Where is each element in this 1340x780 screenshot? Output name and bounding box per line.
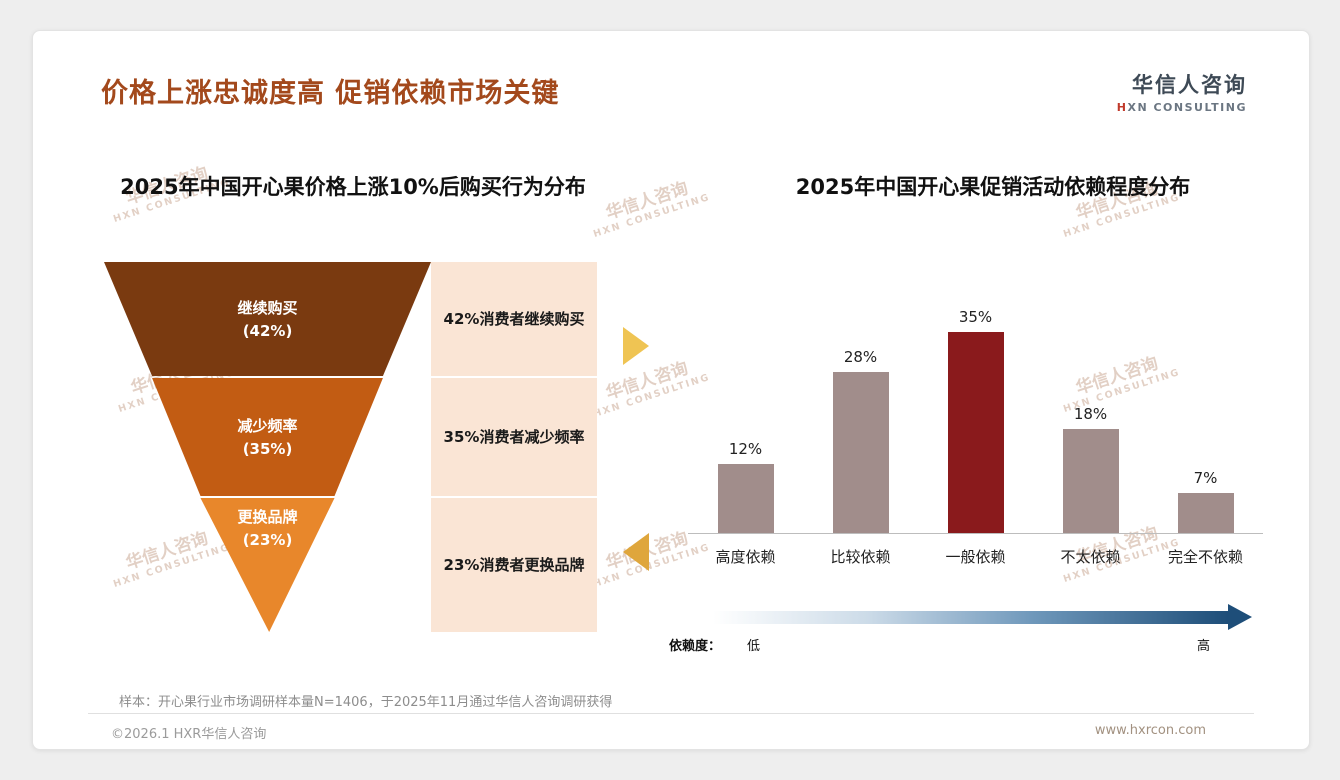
page-title: 价格上涨忠诚度高 促销依赖市场关键	[101, 78, 560, 109]
bar-group: 35%	[918, 293, 1033, 533]
dependency-gradient-arrow	[713, 611, 1228, 624]
axis-note-label: 依赖度：	[669, 639, 722, 654]
bar-chart-title: 2025年中国开心果促销活动依赖程度分布	[795, 175, 1191, 199]
bar-value-label: 7%	[1193, 469, 1218, 487]
bar-category-axis: 高度依赖 比较依赖 一般依赖 不太依赖 完全不依赖	[688, 533, 1263, 567]
bar	[717, 464, 774, 533]
axis-note-high: 高	[1197, 639, 1211, 654]
logo-text-en-rest: XN CONSULTING	[1127, 101, 1247, 114]
brand-logo: 华信人咨询 HXN CONSULTING	[1117, 69, 1247, 114]
footer-copyright: ©2026.1 HXR华信人咨询	[111, 727, 267, 742]
funnel-level-3-value: (23%)	[242, 530, 293, 549]
funnel-level-3: 更换品牌 (23%)	[200, 498, 335, 632]
logo-text-cn: 华信人咨询	[1132, 73, 1247, 97]
funnel-annotations: 42%消费者继续购买 35%消费者减少频率 23%消费者更换品牌	[431, 262, 597, 632]
funnel-level-1-category: 继续购买	[237, 299, 298, 317]
footer-website: www.hxrcon.com	[1094, 723, 1206, 738]
bar-category-label: 完全不依赖	[1167, 548, 1243, 566]
bar	[1062, 429, 1119, 533]
bar-value-label: 35%	[958, 308, 993, 326]
bar-value-label: 18%	[1073, 405, 1108, 423]
bar-chart: 12% 28% 35% 18% 7%	[688, 293, 1263, 533]
funnel-level-2: 减少频率 (35%)	[152, 378, 383, 496]
sample-note: 样本：开心果行业市场调研样本量N=1406，于2025年11月通过华信人咨询调研…	[119, 695, 613, 710]
funnel-chart: 继续购买 (42%) 减少频率 (35%) 更换品牌 (23%)	[104, 262, 431, 632]
bar-category-label: 比较依赖	[830, 548, 891, 566]
funnel-annotation-2: 35%消费者减少频率	[431, 378, 597, 496]
bar-category-label: 高度依赖	[715, 548, 776, 566]
funnel-level-2-category: 减少频率	[237, 417, 298, 435]
funnel-annotation-3: 23%消费者更换品牌	[431, 498, 597, 632]
funnel-level-2-value: (35%)	[242, 439, 293, 458]
arrow-left-icon	[623, 533, 649, 571]
arrow-right-icon	[623, 327, 649, 365]
bar-category-label: 不太依赖	[1060, 548, 1121, 566]
gradient-arrowhead-icon	[1228, 604, 1252, 630]
funnel-level-2-label: 减少频率 (35%)	[152, 415, 383, 460]
bar-category-label: 一般依赖	[945, 548, 1006, 566]
axis-note-low: 低	[747, 639, 761, 654]
bar-group: 12%	[688, 293, 803, 533]
slide-card: 华信人咨询 HXN CONSULTING 华信人咨询 HXN CONSULTING …	[32, 30, 1310, 750]
funnel-level-1: 继续购买 (42%)	[104, 262, 431, 376]
bar-group: 7%	[1148, 293, 1263, 533]
funnel-level-3-label: 更换品牌 (23%)	[200, 506, 334, 551]
bar	[1177, 493, 1234, 533]
footer-divider	[88, 713, 1254, 714]
bar	[947, 332, 1004, 533]
logo-accent: H	[1116, 101, 1128, 114]
funnel-chart-title: 2025年中国开心果价格上涨10%后购买行为分布	[120, 175, 586, 199]
bar-value-label: 28%	[843, 348, 878, 366]
bar-value-label: 12%	[728, 440, 763, 458]
bar-group: 28%	[803, 293, 918, 533]
slide-content: 价格上涨忠诚度高 促销依赖市场关键 华信人咨询 HXN CONSULTING 2…	[33, 31, 1309, 749]
funnel-level-3-category: 更换品牌	[237, 508, 298, 526]
funnel-level-1-label: 继续购买 (42%)	[104, 297, 431, 342]
bar-group: 18%	[1033, 293, 1148, 533]
logo-text-en: HXN CONSULTING	[1117, 101, 1247, 114]
funnel-level-1-value: (42%)	[242, 321, 293, 340]
bar	[832, 372, 889, 533]
funnel-annotation-1: 42%消费者继续购买	[431, 262, 597, 376]
